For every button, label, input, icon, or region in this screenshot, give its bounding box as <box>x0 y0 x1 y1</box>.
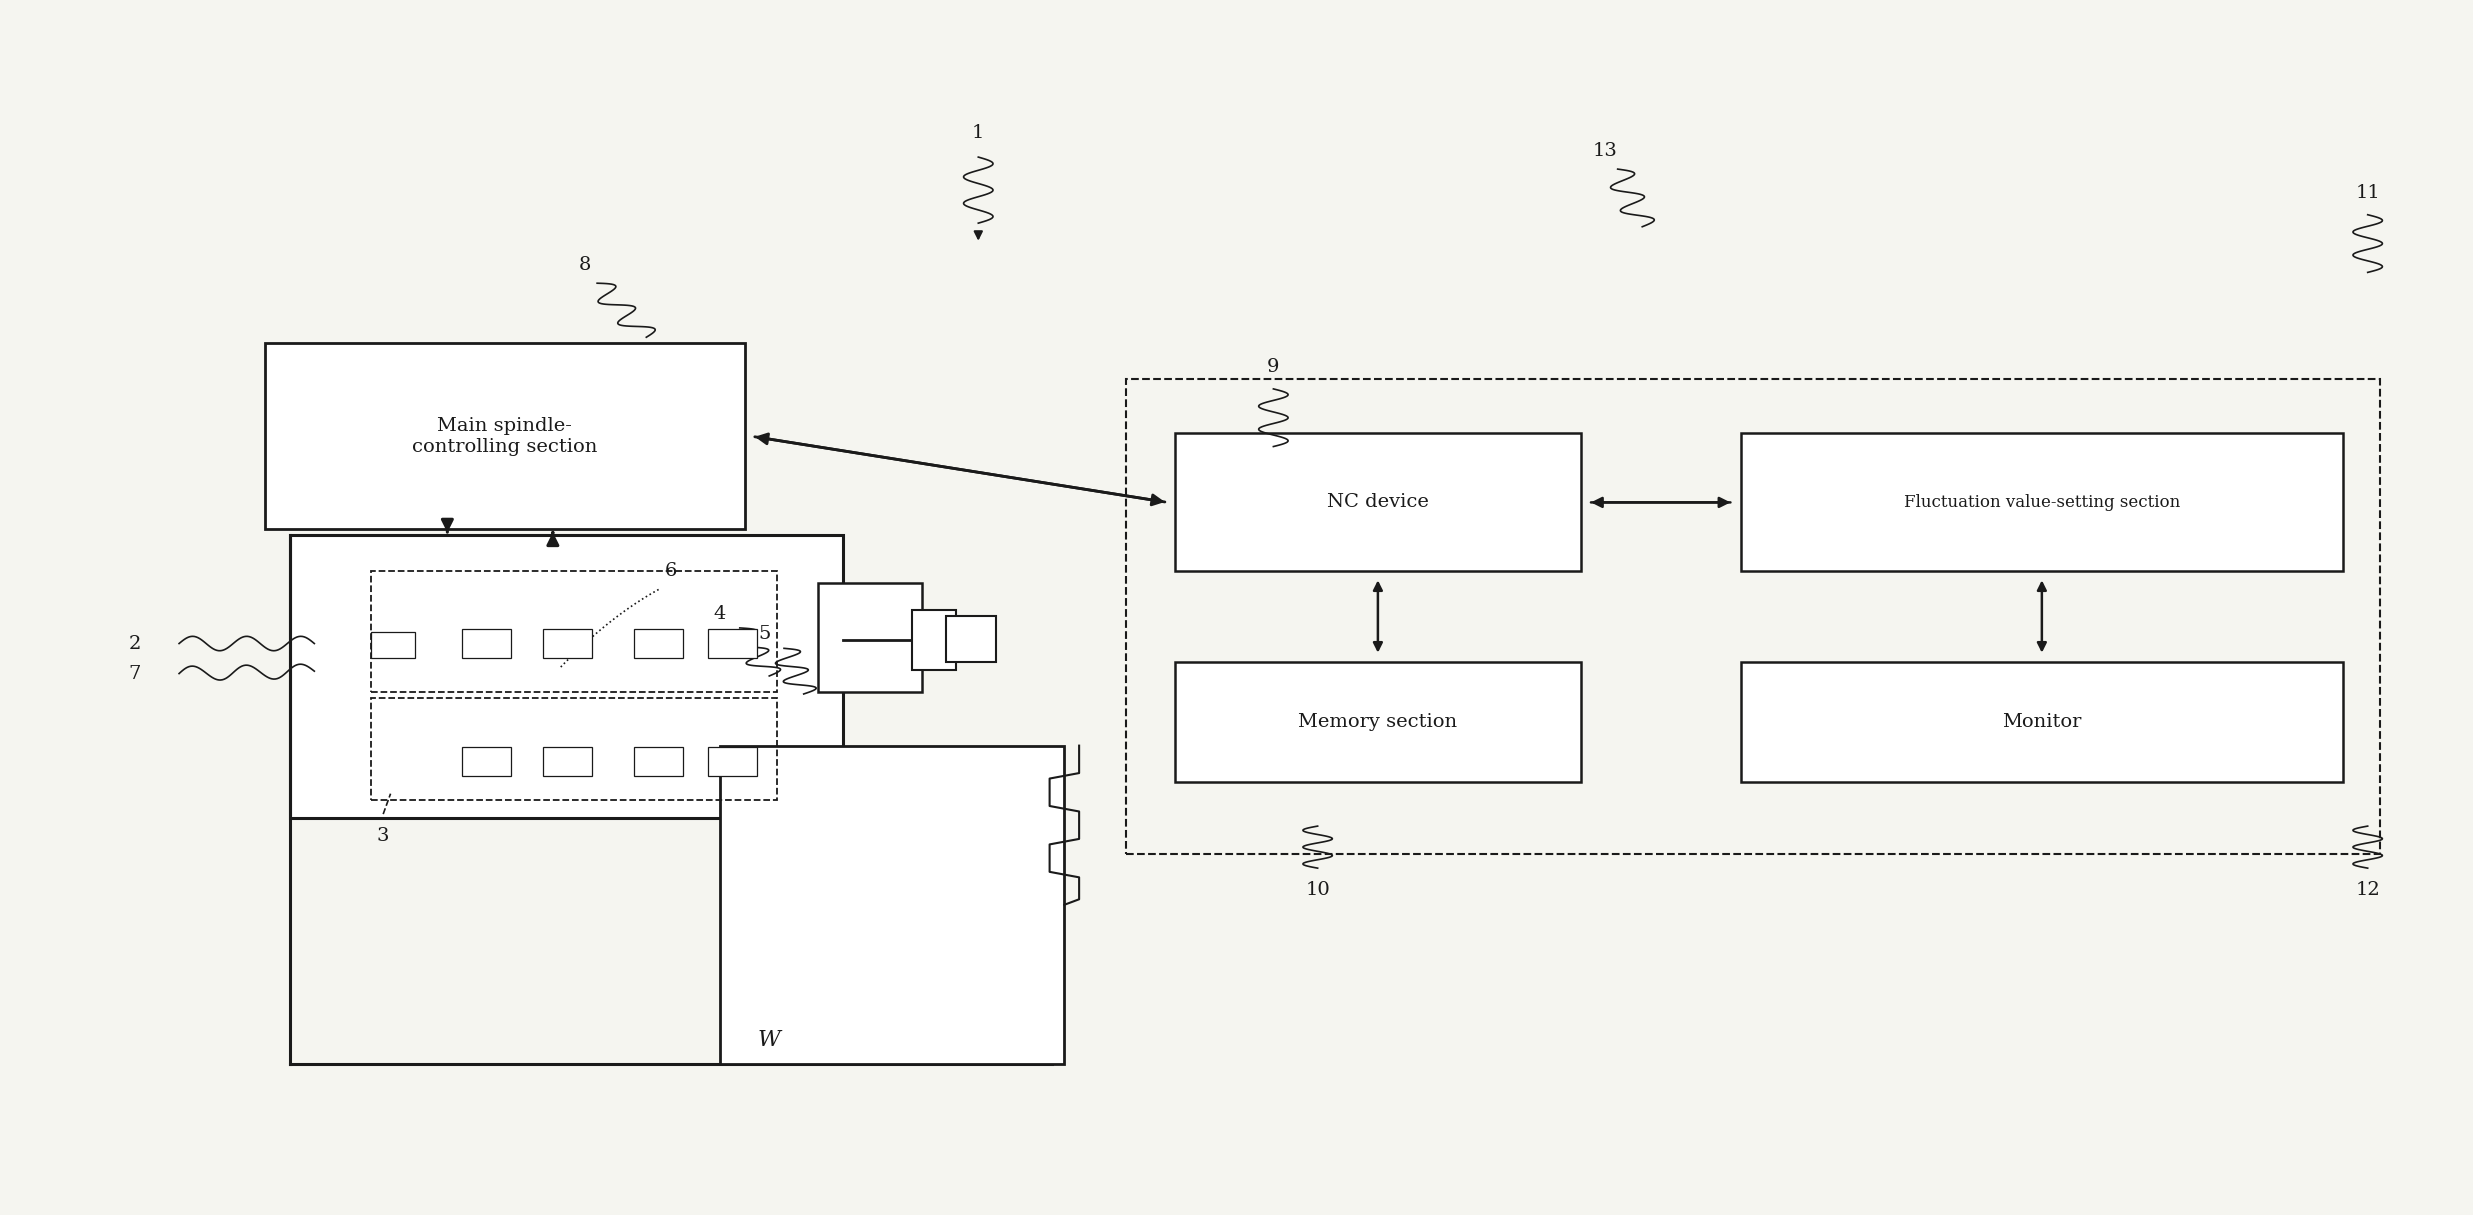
Bar <box>462 629 512 659</box>
Bar <box>371 632 415 659</box>
Text: 1: 1 <box>972 124 984 142</box>
Bar <box>265 344 744 530</box>
Text: 3: 3 <box>376 826 388 844</box>
Text: 8: 8 <box>579 256 591 275</box>
Text: 5: 5 <box>759 625 772 643</box>
Bar <box>633 747 683 775</box>
Bar <box>720 746 1063 1064</box>
Bar <box>1125 379 2379 854</box>
Bar <box>947 616 997 661</box>
Text: 10: 10 <box>1306 881 1330 899</box>
Bar <box>371 697 777 799</box>
Bar <box>1741 661 2342 781</box>
Bar <box>1175 661 1580 781</box>
Bar <box>913 610 957 669</box>
Bar <box>1741 434 2342 571</box>
Text: 4: 4 <box>715 605 727 622</box>
Bar <box>462 747 512 775</box>
Bar <box>1175 434 1580 571</box>
Bar <box>819 583 922 691</box>
Text: Fluctuation value-setting section: Fluctuation value-setting section <box>1904 495 2181 510</box>
Text: 6: 6 <box>665 563 678 581</box>
Text: 2: 2 <box>129 634 141 652</box>
Bar <box>707 747 757 775</box>
Text: W: W <box>757 1029 781 1051</box>
Bar <box>289 536 843 818</box>
Text: Main spindle-
controlling section: Main spindle- controlling section <box>413 417 598 456</box>
Text: 11: 11 <box>2354 185 2379 202</box>
Bar <box>544 747 591 775</box>
Text: Monitor: Monitor <box>2003 713 2082 730</box>
Text: NC device: NC device <box>1328 493 1429 512</box>
Bar <box>371 571 777 691</box>
Bar <box>544 629 591 659</box>
Text: 9: 9 <box>1266 358 1279 377</box>
Text: 7: 7 <box>129 665 141 683</box>
Bar <box>707 629 757 659</box>
Text: 12: 12 <box>2354 881 2379 899</box>
Text: Memory section: Memory section <box>1298 713 1457 730</box>
Text: 13: 13 <box>1593 142 1617 160</box>
Bar <box>633 629 683 659</box>
